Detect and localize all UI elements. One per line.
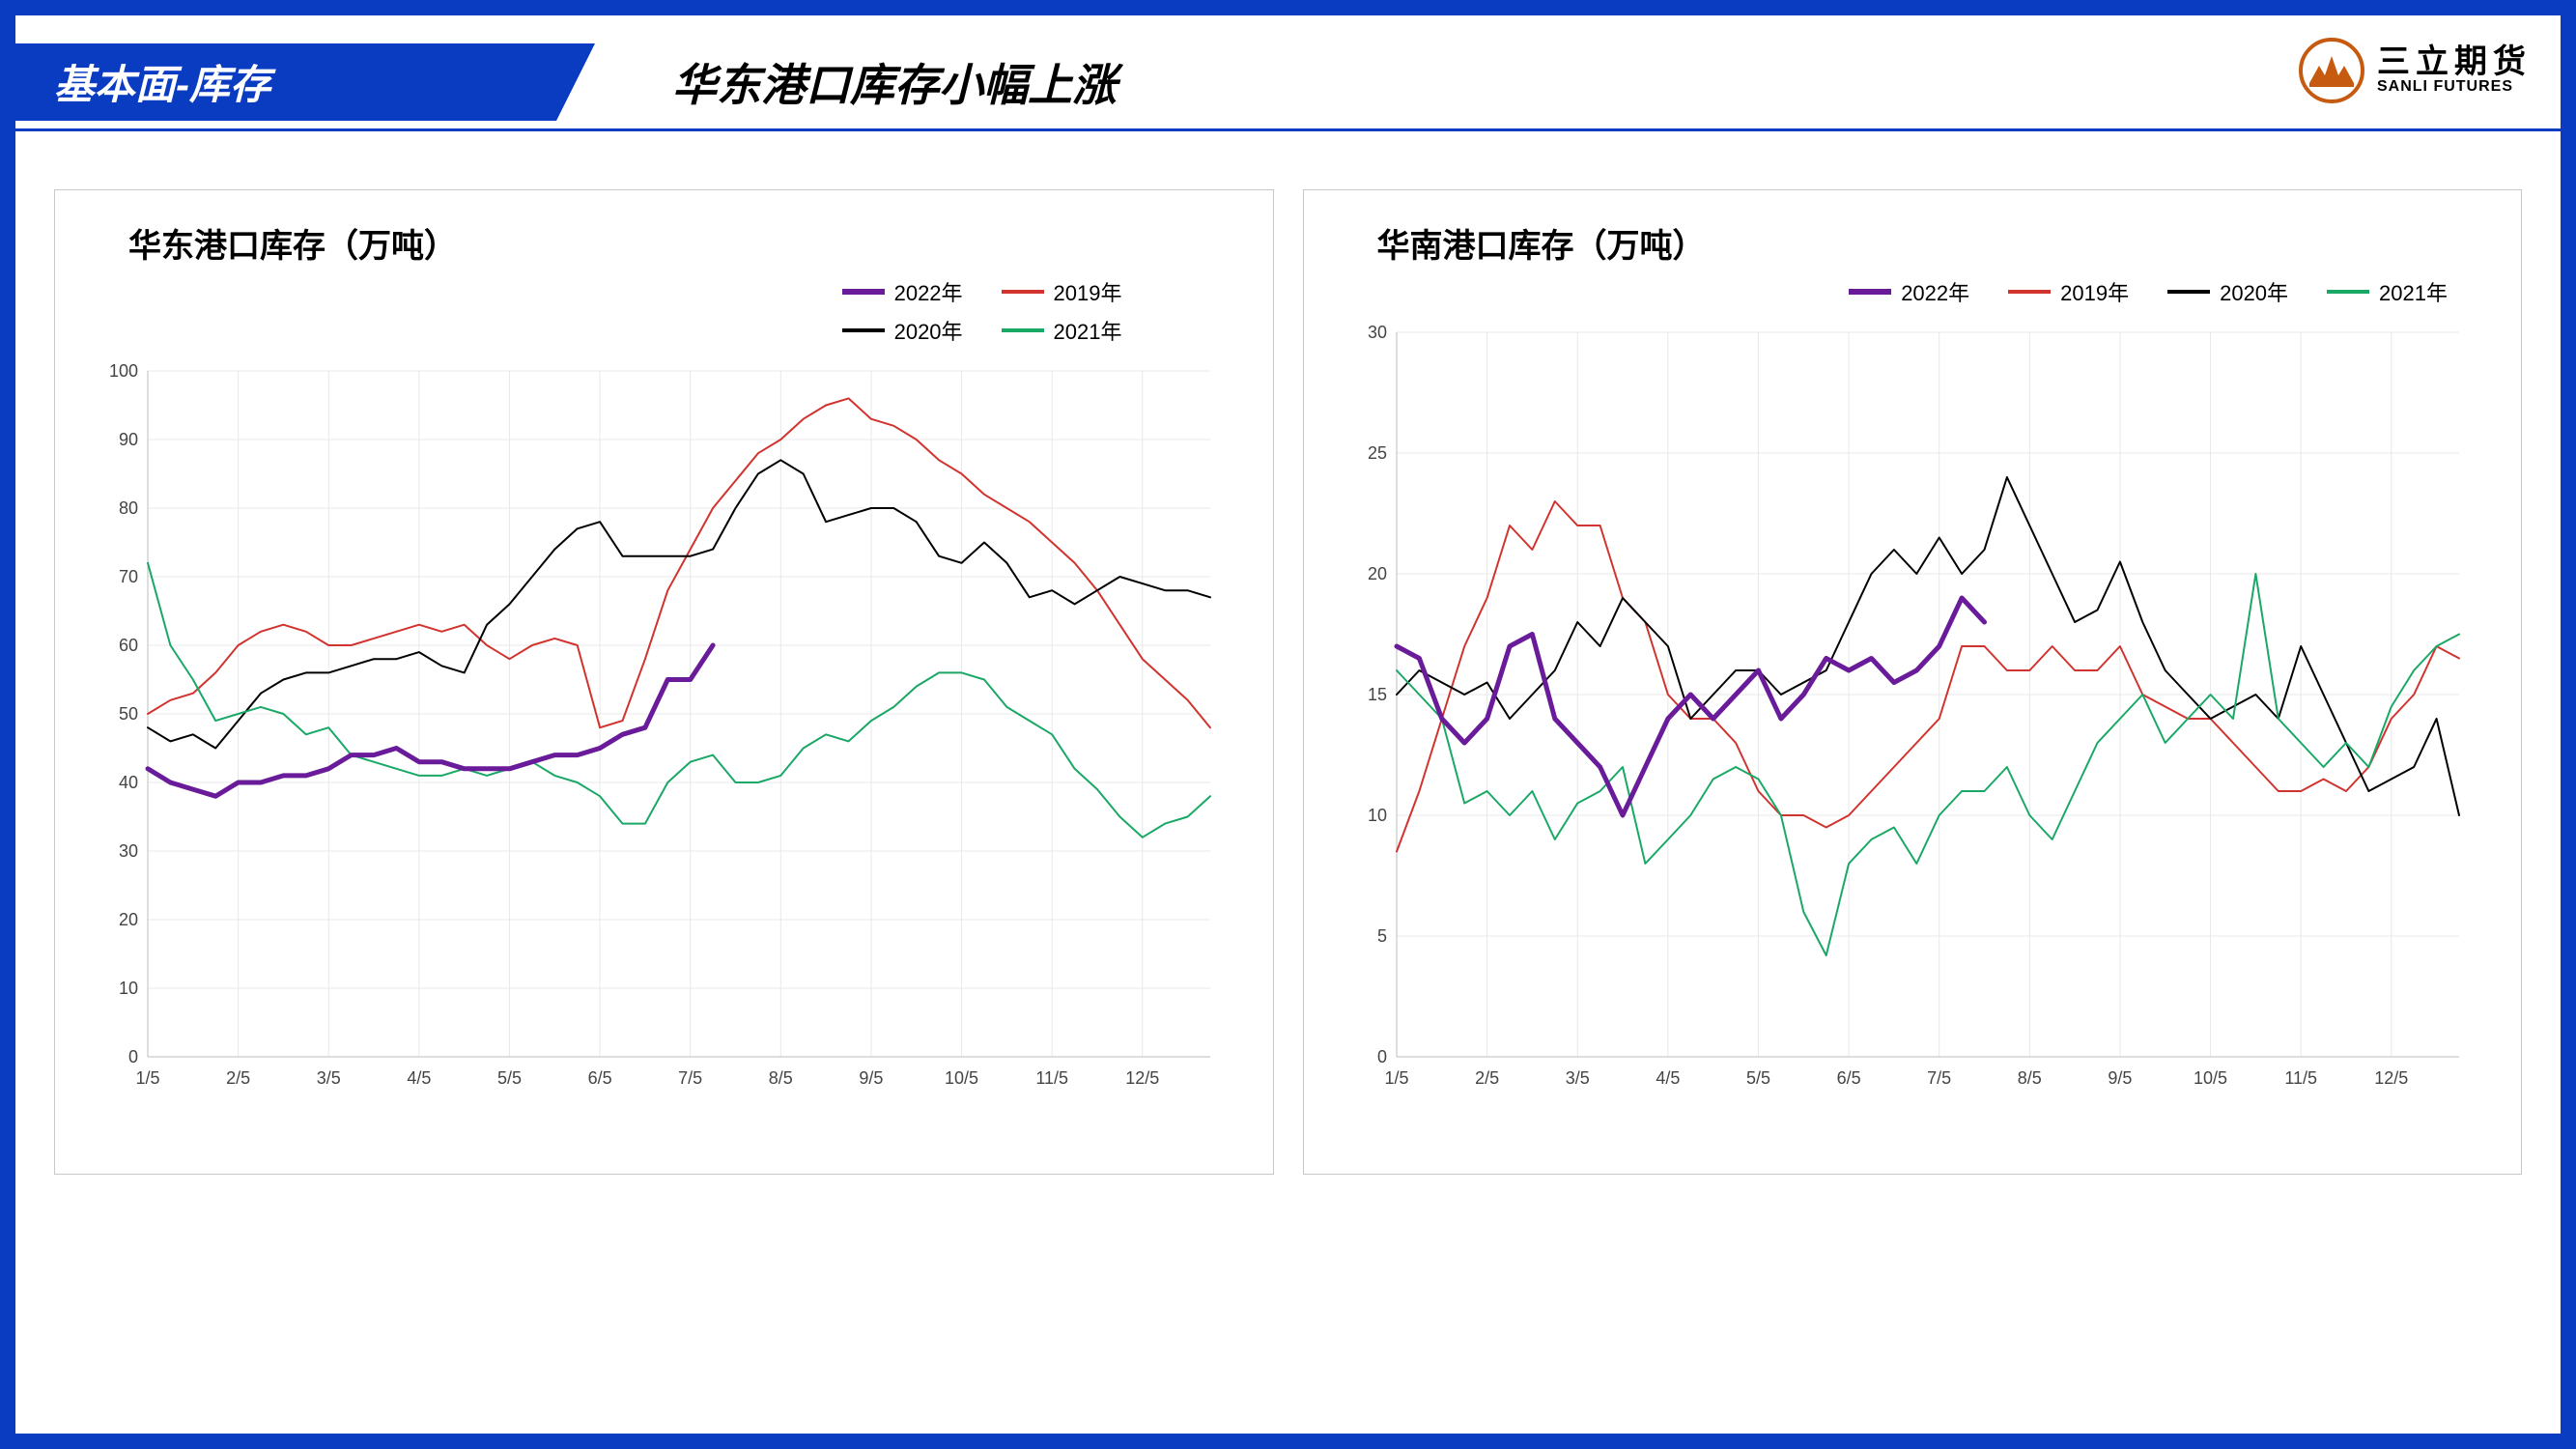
svg-text:30: 30 bbox=[1367, 323, 1386, 342]
svg-text:5: 5 bbox=[1376, 926, 1386, 946]
svg-text:11/5: 11/5 bbox=[2284, 1068, 2317, 1088]
legend-item: 2020年 bbox=[2167, 276, 2288, 307]
svg-text:6/5: 6/5 bbox=[588, 1068, 612, 1088]
chart1-title: 华东港口库存（万吨） bbox=[90, 219, 1238, 267]
svg-text:6/5: 6/5 bbox=[1836, 1068, 1860, 1088]
chart2-legend: 2022年 2019年 2020年 2021年 bbox=[1339, 276, 2487, 307]
svg-text:9/5: 9/5 bbox=[859, 1068, 883, 1088]
svg-text:12/5: 12/5 bbox=[1125, 1068, 1159, 1088]
legend-item: 2020年 bbox=[842, 315, 963, 346]
chart2-plot: 0 5 10 15 20 25 30 1/5 2/5 3/5 4/5 5/5 6/5 7/5 8/5 9/5 1… bbox=[1339, 323, 2478, 1095]
chart1-legend: 2022年 2019年 2020年 2021年 bbox=[90, 276, 1238, 346]
svg-text:20: 20 bbox=[119, 910, 138, 929]
svg-text:2/5: 2/5 bbox=[226, 1068, 250, 1088]
svg-text:25: 25 bbox=[1367, 443, 1386, 463]
svg-text:9/5: 9/5 bbox=[2108, 1068, 2132, 1088]
svg-text:5/5: 5/5 bbox=[1745, 1068, 1769, 1088]
svg-text:1/5: 1/5 bbox=[135, 1068, 159, 1088]
svg-text:10: 10 bbox=[1367, 806, 1386, 825]
svg-text:50: 50 bbox=[119, 704, 138, 724]
svg-text:3/5: 3/5 bbox=[317, 1068, 341, 1088]
svg-text:0: 0 bbox=[128, 1047, 138, 1066]
legend-item: 2022年 bbox=[842, 276, 963, 307]
svg-text:40: 40 bbox=[119, 773, 138, 792]
legend-item: 2021年 bbox=[1002, 315, 1122, 346]
svg-text:3/5: 3/5 bbox=[1565, 1068, 1589, 1088]
svg-text:5/5: 5/5 bbox=[497, 1068, 522, 1088]
svg-text:70: 70 bbox=[119, 567, 138, 586]
page-title: 华东港口库存小幅上涨 bbox=[672, 50, 1117, 114]
charts-row: 华东港口库存（万吨） 2022年 2019年 2020年 2021年 0 10 20… bbox=[15, 131, 2561, 1213]
svg-text:90: 90 bbox=[119, 430, 138, 449]
brand-logo-icon bbox=[2298, 37, 2365, 104]
svg-text:10/5: 10/5 bbox=[2194, 1068, 2227, 1088]
svg-text:100: 100 bbox=[109, 361, 138, 381]
svg-text:60: 60 bbox=[119, 636, 138, 655]
svg-text:30: 30 bbox=[119, 841, 138, 861]
svg-text:20: 20 bbox=[1367, 564, 1386, 583]
svg-text:10/5: 10/5 bbox=[945, 1068, 978, 1088]
brand-block: 三立期货 SANLI FUTURES bbox=[2298, 37, 2532, 104]
svg-text:7/5: 7/5 bbox=[1927, 1068, 1951, 1088]
svg-text:12/5: 12/5 bbox=[2374, 1068, 2408, 1088]
brand-name-en: SANLI FUTURES bbox=[2377, 79, 2532, 96]
chart2-title: 华南港口库存（万吨） bbox=[1339, 219, 2487, 267]
brand-name-cn: 三立期货 bbox=[2377, 45, 2532, 80]
svg-text:4/5: 4/5 bbox=[1656, 1068, 1680, 1088]
svg-text:10: 10 bbox=[119, 979, 138, 998]
header-bar: 基本面-库存 华东港口库存小幅上涨 三立期货 SANLI FUTURES bbox=[15, 15, 2561, 131]
legend-item: 2019年 bbox=[1002, 276, 1122, 307]
legend-item: 2019年 bbox=[2008, 276, 2129, 307]
chart-card-huadong: 华东港口库存（万吨） 2022年 2019年 2020年 2021年 0 10 20… bbox=[54, 189, 1274, 1175]
svg-text:2/5: 2/5 bbox=[1475, 1068, 1499, 1088]
svg-text:1/5: 1/5 bbox=[1384, 1068, 1408, 1088]
svg-text:4/5: 4/5 bbox=[407, 1068, 431, 1088]
legend-item: 2022年 bbox=[1849, 276, 1969, 307]
svg-text:80: 80 bbox=[119, 498, 138, 518]
svg-text:15: 15 bbox=[1367, 685, 1386, 704]
svg-text:7/5: 7/5 bbox=[678, 1068, 702, 1088]
svg-text:8/5: 8/5 bbox=[2017, 1068, 2041, 1088]
tab-label: 基本面-库存 bbox=[54, 52, 270, 111]
slide-frame: 基本面-库存 华东港口库存小幅上涨 三立期货 SANLI FUTURES 华东港… bbox=[0, 0, 2576, 1449]
section-tab: 基本面-库存 bbox=[15, 43, 556, 121]
chart-card-huanan: 华南港口库存（万吨） 2022年 2019年 2020年 2021年 0 5 10 1… bbox=[1303, 189, 2523, 1175]
svg-text:0: 0 bbox=[1376, 1047, 1386, 1066]
svg-text:8/5: 8/5 bbox=[769, 1068, 793, 1088]
svg-text:11/5: 11/5 bbox=[1035, 1068, 1068, 1088]
chart1-plot: 0 10 20 30 40 50 60 70 80 90 100 1/5 2/5 3/5 4/5 5/5 6/5… bbox=[90, 361, 1230, 1095]
legend-item: 2021年 bbox=[2327, 276, 2448, 307]
